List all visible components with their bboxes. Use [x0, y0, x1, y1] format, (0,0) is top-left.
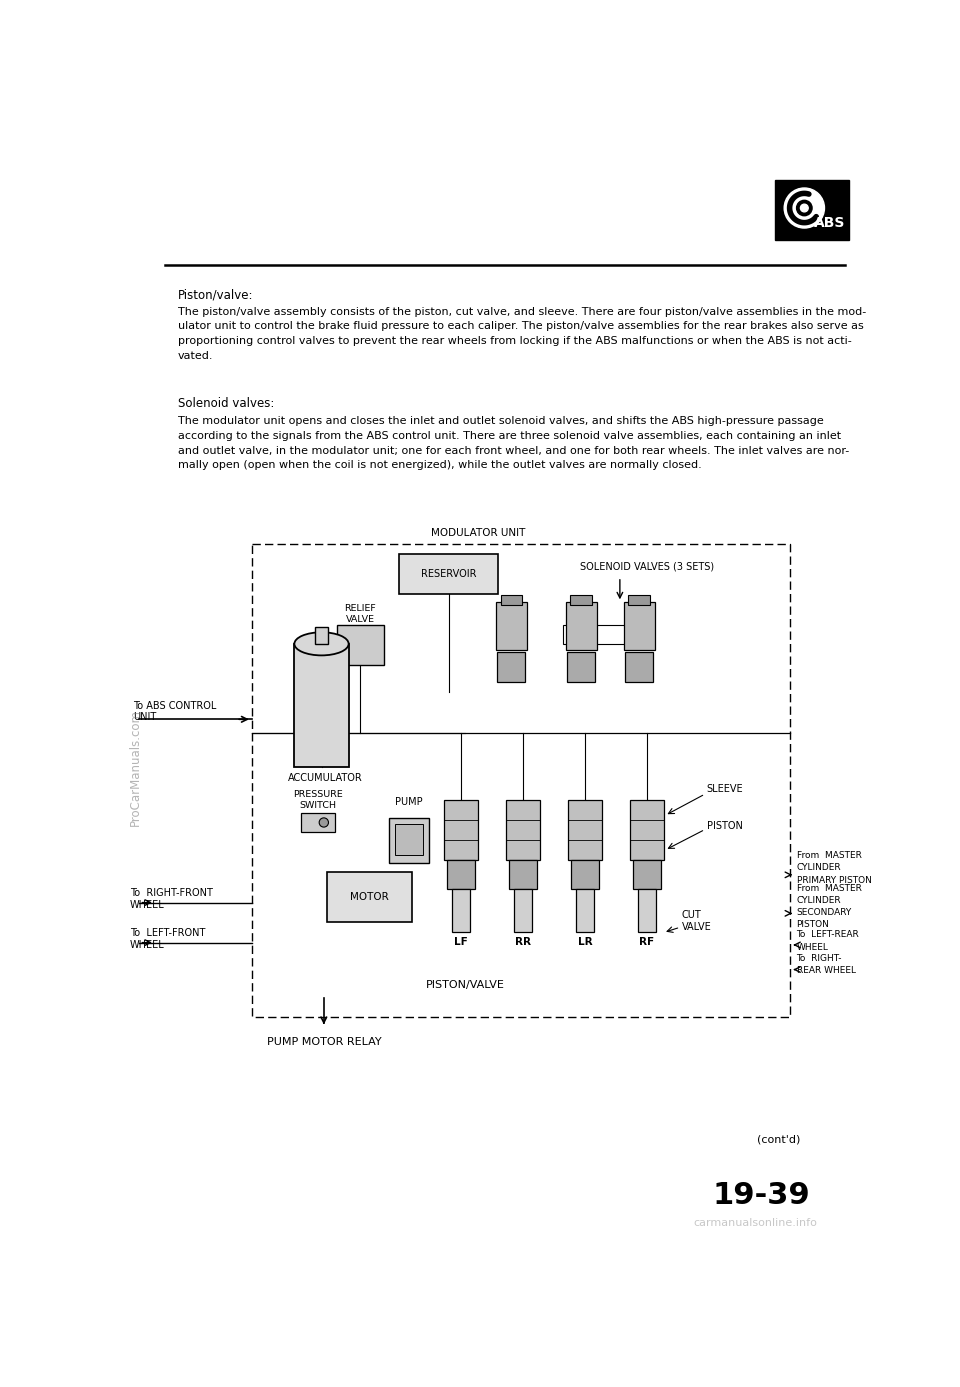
Bar	[565, 602, 596, 651]
Text: LR: LR	[578, 938, 592, 947]
Bar	[567, 652, 595, 681]
Text: 19-39: 19-39	[712, 1180, 809, 1209]
Bar	[497, 652, 525, 681]
Bar	[396, 824, 423, 854]
Bar	[444, 800, 478, 860]
Bar	[300, 813, 335, 832]
Bar	[630, 800, 664, 860]
Circle shape	[784, 189, 825, 227]
Text: MOTOR: MOTOR	[350, 892, 389, 902]
Text: ProCarManuals.com: ProCarManuals.com	[129, 709, 142, 825]
Text: To ABS CONTROL
UNIT: To ABS CONTROL UNIT	[133, 700, 217, 723]
Text: From  MASTER
CYLINDER
PRIMARY PISTON: From MASTER CYLINDER PRIMARY PISTON	[797, 852, 872, 885]
Bar	[327, 872, 412, 922]
Text: RESERVOIR: RESERVOIR	[420, 569, 476, 578]
Text: To  RIGHT-FRONT
WHEEL: To RIGHT-FRONT WHEEL	[130, 888, 213, 910]
Text: RELIEF
VALVE: RELIEF VALVE	[345, 605, 376, 624]
Bar	[452, 889, 469, 932]
Circle shape	[801, 204, 808, 212]
Bar	[337, 626, 383, 666]
Bar	[447, 860, 475, 889]
Ellipse shape	[295, 632, 348, 656]
Text: SLEEVE: SLEEVE	[707, 784, 743, 793]
Bar	[295, 644, 348, 767]
Text: To  LEFT-FRONT
WHEEL: To LEFT-FRONT WHEEL	[130, 928, 205, 950]
Text: SOLENOID VALVES (3 SETS): SOLENOID VALVES (3 SETS)	[580, 562, 714, 571]
Bar	[515, 889, 532, 932]
Bar	[315, 627, 327, 644]
Text: ACCUMULATOR: ACCUMULATOR	[288, 773, 363, 784]
Text: OUT: OUT	[624, 628, 647, 638]
Bar	[564, 626, 650, 644]
Bar	[509, 860, 537, 889]
Bar	[629, 595, 650, 605]
Text: PUMP: PUMP	[396, 798, 423, 807]
Text: To  RIGHT-
REAR WHEEL: To RIGHT- REAR WHEEL	[797, 954, 855, 975]
Text: LF: LF	[454, 938, 468, 947]
Bar	[399, 553, 498, 594]
Text: Piston/valve:: Piston/valve:	[179, 288, 253, 301]
Text: Solenoid valves:: Solenoid valves:	[179, 398, 275, 411]
Bar	[633, 860, 660, 889]
Bar	[576, 889, 593, 932]
Bar	[775, 180, 849, 240]
Bar	[624, 602, 655, 651]
Text: MODULATOR UNIT: MODULATOR UNIT	[431, 527, 525, 538]
Text: carmanualsonline.info: carmanualsonline.info	[693, 1218, 817, 1227]
Text: IN: IN	[579, 628, 590, 638]
Text: RR: RR	[515, 938, 531, 947]
Bar	[500, 595, 522, 605]
Text: The piston/valve assembly consists of the piston, cut valve, and sleeve. There a: The piston/valve assembly consists of th…	[179, 307, 866, 361]
Bar	[252, 544, 790, 1017]
Bar	[568, 800, 602, 860]
Text: ABS: ABS	[813, 215, 845, 230]
Text: RF: RF	[639, 938, 655, 947]
Text: CUT
VALVE: CUT VALVE	[682, 910, 711, 932]
Text: PISTON: PISTON	[707, 821, 742, 831]
Bar	[570, 595, 592, 605]
Bar	[638, 889, 656, 932]
Text: To  LEFT-REAR
WHEEL: To LEFT-REAR WHEEL	[797, 931, 859, 951]
Bar	[625, 652, 653, 681]
Circle shape	[319, 818, 328, 827]
Bar	[571, 860, 599, 889]
Text: PRESSURE
SWITCH: PRESSURE SWITCH	[293, 791, 343, 810]
Bar	[389, 818, 429, 863]
Text: (cont'd): (cont'd)	[757, 1135, 801, 1144]
Text: The modulator unit opens and closes the inlet and outlet solenoid valves, and sh: The modulator unit opens and closes the …	[179, 416, 850, 470]
Bar	[496, 602, 527, 651]
Text: From  MASTER
CYLINDER
SECONDARY
PISTON: From MASTER CYLINDER SECONDARY PISTON	[797, 884, 861, 929]
Text: PISTON/VALVE: PISTON/VALVE	[425, 979, 504, 989]
Circle shape	[797, 200, 812, 216]
Bar	[506, 800, 540, 860]
Text: PUMP MOTOR RELAY: PUMP MOTOR RELAY	[267, 1036, 381, 1047]
